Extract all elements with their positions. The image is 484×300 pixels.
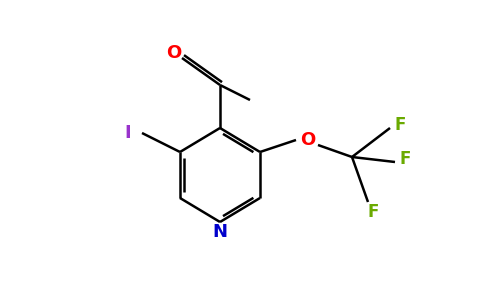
Text: F: F — [367, 203, 378, 221]
Text: O: O — [166, 44, 182, 62]
Text: F: F — [399, 150, 411, 168]
Text: O: O — [301, 131, 316, 149]
Text: N: N — [212, 223, 227, 241]
Text: I: I — [125, 124, 131, 142]
Text: F: F — [394, 116, 406, 134]
